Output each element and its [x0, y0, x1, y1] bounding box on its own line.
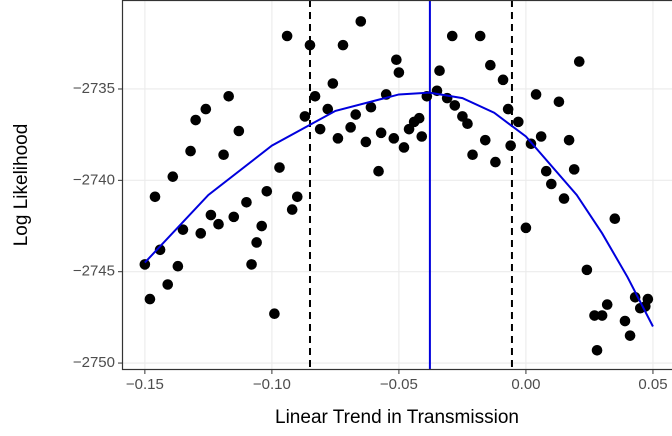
point [139, 259, 151, 270]
point [241, 196, 252, 208]
x-tick-label: 0.05 [638, 376, 667, 393]
point [190, 114, 201, 126]
y-axis-title: Log Likelihood [11, 124, 32, 247]
point [373, 165, 384, 177]
point [624, 330, 636, 341]
point [553, 96, 565, 108]
point [591, 344, 603, 356]
point [502, 103, 514, 115]
point [393, 67, 405, 78]
y-tick-label: −2745 [73, 263, 115, 280]
point [195, 228, 207, 239]
y-tick-label: −2740 [73, 171, 115, 188]
point [345, 122, 356, 133]
point [642, 293, 654, 305]
point [154, 244, 166, 256]
point [228, 211, 240, 223]
point [223, 90, 234, 102]
point [568, 164, 580, 175]
point [434, 65, 445, 77]
point [144, 293, 156, 305]
point [172, 260, 184, 272]
point [177, 224, 189, 235]
point [281, 30, 293, 42]
x-tick-label: −0.15 [126, 376, 164, 393]
point [355, 16, 367, 27]
point [274, 162, 285, 173]
y-tick-label: −2735 [73, 80, 115, 97]
x-tick-label: 0.00 [511, 376, 540, 393]
panel-border [121, 0, 672, 371]
x-tick-label: −0.10 [253, 376, 291, 393]
point [596, 310, 608, 321]
point [200, 103, 212, 115]
point [365, 101, 377, 113]
point [233, 125, 245, 137]
point [513, 116, 524, 128]
point [609, 213, 621, 225]
point [530, 89, 542, 100]
fit-line [144, 91, 654, 327]
point [520, 222, 532, 234]
point [314, 123, 326, 135]
point [535, 131, 547, 142]
point [251, 237, 262, 248]
point [286, 204, 298, 215]
x-axis-title: Linear Trend in Transmission [275, 407, 519, 428]
point [474, 30, 486, 42]
point [246, 259, 257, 270]
point [299, 111, 311, 122]
point [497, 74, 509, 86]
point [413, 112, 425, 124]
point [332, 133, 344, 144]
point [505, 140, 516, 151]
point [485, 59, 496, 71]
point [218, 149, 229, 161]
point [398, 142, 410, 153]
point [391, 54, 402, 66]
axes: −0.15 −0.10 −0.05 0.00 0.05 −2750 −2745 −2740 −2… [73, 80, 668, 393]
point [322, 103, 334, 115]
point [416, 131, 428, 142]
point [360, 136, 372, 148]
y-tick-label: −2750 [73, 354, 115, 371]
point [269, 308, 280, 320]
point [167, 171, 179, 182]
point [337, 39, 349, 51]
point [558, 193, 570, 204]
point [540, 165, 552, 177]
plot-area [139, 0, 654, 370]
point [185, 145, 196, 157]
point [467, 149, 478, 161]
point [619, 315, 631, 327]
point [563, 134, 575, 146]
point [388, 133, 400, 144]
point [449, 100, 461, 111]
point [581, 264, 593, 276]
point [261, 186, 273, 197]
point [601, 299, 613, 310]
point [256, 220, 268, 232]
point [162, 279, 174, 290]
point [327, 78, 339, 89]
point [205, 209, 217, 221]
point [304, 39, 316, 51]
point [149, 191, 161, 203]
point [573, 56, 585, 67]
point [213, 218, 224, 230]
point [490, 156, 501, 168]
point [446, 30, 458, 42]
point [375, 127, 387, 139]
point [309, 90, 321, 102]
x-tick-label: −0.05 [380, 376, 418, 393]
point [291, 191, 303, 203]
point [629, 291, 641, 303]
point [479, 134, 491, 146]
point [546, 178, 557, 190]
point [350, 109, 362, 120]
point [462, 118, 473, 129]
point [589, 310, 600, 321]
